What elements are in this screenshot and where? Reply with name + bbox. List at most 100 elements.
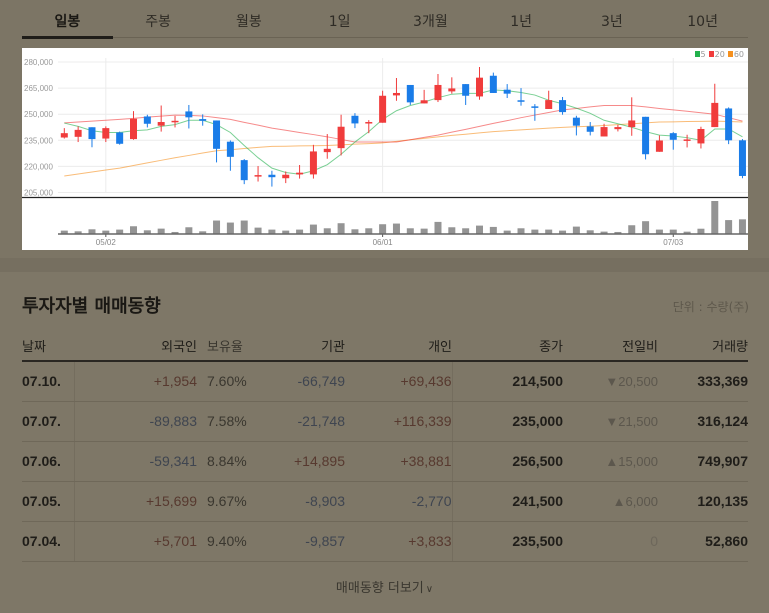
candle-body (254, 175, 262, 177)
x-tick-label: 06/01 (373, 238, 394, 247)
institution-net: +14,895 (255, 441, 345, 482)
table-header: 날짜 외국인 보유율 기관 개인 종가 전일비 거래량 (22, 331, 748, 362)
row-date: 07.07. (22, 401, 75, 442)
header-date: 날짜 (22, 331, 74, 362)
candle-body (642, 116, 650, 155)
volume-bar (697, 228, 705, 234)
candle-body (628, 120, 636, 128)
tab-3months[interactable]: 3개월 (413, 14, 448, 30)
candle-body (448, 88, 456, 92)
candle-body (171, 120, 179, 123)
candle-body (392, 92, 400, 96)
row-date: 07.04. (22, 521, 75, 562)
candle-body (226, 141, 234, 157)
volume-bar (642, 221, 650, 234)
tab-1year[interactable]: 1년 (510, 14, 533, 30)
trade-volume: 316,124 (658, 401, 748, 442)
price-change: 0 (563, 521, 658, 562)
volume-bar (738, 219, 746, 234)
investor-trading-table: 날짜 외국인 보유율 기관 개인 종가 전일비 거래량 07.10. +1,954… (22, 331, 748, 562)
volume-bar (74, 231, 82, 234)
volume-bar (171, 231, 179, 234)
y-tick-label: 280,000 (24, 58, 53, 67)
candle-body (130, 118, 137, 140)
volume-bar (655, 229, 663, 234)
tab-1day[interactable]: 1일 (328, 14, 351, 30)
y-tick-label: 235,000 (24, 136, 53, 145)
candle-body (379, 95, 387, 123)
candle-body (60, 133, 68, 138)
candle-body (88, 127, 96, 140)
row-date: 07.10. (22, 361, 75, 402)
volume-bar (489, 226, 497, 234)
legend-ma5: 5 (694, 50, 706, 59)
candle-body (655, 140, 663, 152)
more-trading-link[interactable]: 매매동향 더보기 ∨ (0, 577, 769, 596)
volume-bar (379, 224, 387, 234)
trade-volume: 333,369 (658, 361, 748, 402)
foreign-net: +5,701 (74, 521, 197, 562)
table-row: 07.07. -89,883 7.58% -21,748 +116,339 235,000… (22, 401, 748, 442)
candle-body (185, 111, 193, 118)
header-volume: 거래량 (658, 331, 748, 362)
candle-body (683, 139, 691, 141)
institution-net: -9,857 (255, 521, 345, 562)
section-title: 투자자별 매매동향 (22, 296, 161, 317)
volume-bar (725, 220, 733, 234)
price-change: ▲15,000 (563, 441, 658, 482)
candle-body (213, 120, 221, 149)
tab-daily[interactable]: 일봉 (22, 0, 113, 39)
tab-monthly[interactable]: 월봉 (235, 14, 262, 30)
volume-bar (503, 230, 511, 234)
volume-bar (143, 230, 151, 234)
table-row: 07.04. +5,701 9.40% -9,857 +3,833 235,500 0 52,… (22, 521, 748, 562)
candle-body (489, 75, 497, 93)
individual-net: +116,339 (345, 401, 452, 442)
section-divider (0, 258, 769, 272)
x-tick-label: 07/03 (663, 238, 684, 247)
price-change: ▼21,500 (563, 401, 658, 442)
candle-body (545, 100, 553, 109)
candle-body (102, 128, 110, 139)
volume-bar (448, 227, 456, 234)
close-price: 235,000 (451, 401, 563, 442)
candle-body (337, 126, 345, 149)
candle-body (74, 129, 82, 137)
row-date: 07.05. (22, 481, 75, 522)
volume-bar (102, 230, 110, 234)
tab-3years[interactable]: 3년 (600, 14, 623, 30)
header-close: 종가 (452, 331, 563, 362)
candle-body (462, 84, 470, 96)
legend-ma60: 60 (727, 50, 744, 59)
header-ratio: 보유율 (197, 331, 255, 362)
foreign-net: -89,883 (74, 401, 197, 442)
individual-net: +3,833 (345, 521, 452, 562)
foreign-ratio: 7.58% (197, 401, 255, 442)
candle-body (143, 116, 151, 124)
foreign-net: +1,954 (74, 361, 197, 402)
candle-body (669, 133, 677, 140)
candle-body (725, 108, 733, 141)
ma60-line (64, 120, 743, 177)
chart-canvas: 280,000 265,000 250,000 235,000 220,000 205,0… (22, 58, 748, 247)
volume-bar (226, 222, 234, 234)
candle-body (559, 100, 567, 113)
volume-bar (130, 226, 137, 234)
volume-bar (337, 223, 345, 234)
tab-10years[interactable]: 10년 (687, 14, 718, 30)
legend-ma20: 20 (708, 50, 725, 59)
price-change: ▲6,000 (563, 481, 658, 522)
y-tick-label: 250,000 (24, 110, 53, 119)
volume-bar (420, 228, 428, 234)
tab-weekly[interactable]: 주봉 (145, 14, 171, 30)
volume-bar (517, 228, 525, 234)
volume-bar (240, 220, 248, 234)
price-chart[interactable]: 280,000 265,000 250,000 235,000 220,000 205,0… (22, 48, 748, 250)
volume-bar (268, 229, 276, 234)
volume-bar (586, 230, 594, 234)
table-row: 07.06. -59,341 8.84% +14,895 +38,881 256,500 ▲… (22, 441, 748, 482)
candle-body (240, 160, 248, 181)
volume-bar (683, 231, 691, 234)
candle-body (268, 174, 276, 178)
candle-body (351, 115, 359, 124)
